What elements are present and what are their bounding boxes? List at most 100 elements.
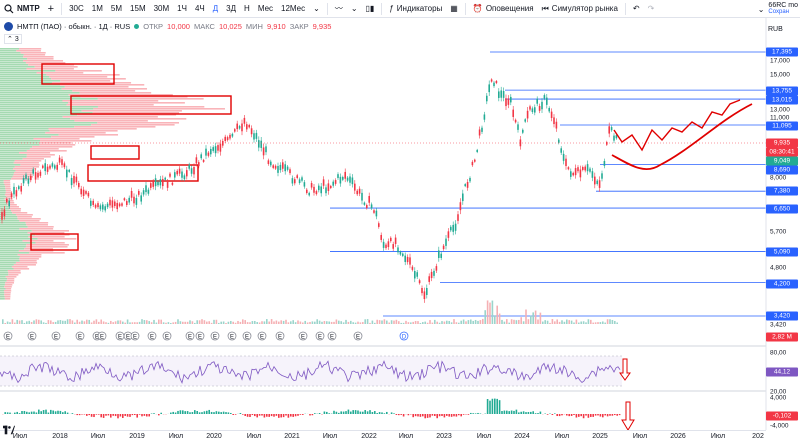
volume-bar [491,300,494,324]
candle-body [37,172,39,178]
time-axis[interactable] [0,430,766,444]
volume-profile-sell-bar [6,202,15,204]
interval-30m[interactable]: 30М [153,4,170,13]
macd-bar [297,414,299,416]
candle-body [450,226,452,231]
volume-profile-sell-bar [8,274,19,276]
candle-body [529,106,531,110]
volume-profile-sell-bar [15,214,33,216]
volume-profile-buy-bar [0,228,20,230]
currency-label[interactable]: RUB [768,26,783,33]
symbol-search-button[interactable]: NMTP [0,0,44,18]
volume-profile-buy-bar [0,274,9,276]
volume-bar [93,320,95,324]
layout-name-button[interactable]: 66RC mo Сохран [768,2,798,16]
volume-bar [160,319,162,324]
volume-profile-sell-bar [5,192,12,194]
earnings-marker-label: E [118,335,122,341]
volume-profile-buy-bar [0,170,16,172]
volume-bar [604,322,606,324]
candle-body [445,238,447,246]
replay-button[interactable]: ⏮ Симулятор рынка [538,0,622,18]
volume-profile-buy-bar [0,160,15,162]
alerts-button[interactable]: ⏰ Оповещения [469,0,538,18]
macd-bar [443,414,446,418]
volume-profile-sell-bar [23,56,54,58]
candle-body [188,164,190,169]
volume-profile-buy-bar [0,264,14,266]
volume-bar [424,321,426,324]
volume-profile-buy-bar [0,142,40,144]
macd-bar [287,414,290,418]
macd-bar [263,414,266,418]
macd-bar [184,411,186,414]
candle-body [162,179,164,187]
candle-body [236,123,238,130]
layout-dropdown-icon[interactable]: ⌄ [757,4,765,14]
volume-profile-buy-bar [0,66,35,68]
volume-profile-buy-bar [0,158,23,160]
interval-3d[interactable]: 3Д [226,4,237,13]
interval-15m[interactable]: 15М [130,4,146,13]
candles-chart-type-icon[interactable]: ▯▮ [365,4,375,13]
candle-body [229,134,231,139]
volume-bar [422,322,424,324]
interval-1mo[interactable]: Мес [257,4,274,13]
interval-1d[interactable]: Д [212,4,219,13]
interval-dropdown-icon[interactable]: ⌄ [313,4,320,13]
candle-body [358,188,361,194]
search-icon [4,3,14,13]
templates-grid-icon[interactable]: ▦ [450,4,458,13]
level-tag: 6,650 [766,204,798,214]
tradingview-logo-icon[interactable] [3,424,15,436]
interval-12mo[interactable]: 12Мес [281,4,306,13]
volume-bar [141,319,143,324]
volume-profile-buy-bar [0,122,98,124]
interval-5m[interactable]: 5М [110,4,123,13]
volume-profile-buy-bar [0,258,20,260]
volume-bar [69,319,71,324]
macd-bar [518,412,520,414]
candle-body [584,166,586,171]
macd-bar [232,414,234,415]
line-chart-type-icon[interactable]: 〰 [334,4,343,13]
volume-bar [546,320,549,324]
macd-bar [446,414,448,416]
volume-profile-sell-bar [26,150,67,152]
chart-type-dropdown-icon[interactable]: ⌄ [350,4,358,13]
interval-1m[interactable]: 1М [91,4,103,13]
volume-bar [278,321,280,324]
volume-bar [290,321,292,324]
macd-bar [302,414,304,415]
symbol-legend[interactable]: НМТП (ПАО) · обыкн. · 1Д · RUS ОТКР 10,00… [4,22,331,31]
volume-profile-sell-bar [17,218,41,220]
candle-body [322,179,325,186]
volume-bar [369,322,371,324]
candle-body [615,135,618,139]
macd-bar [230,412,232,414]
volume-bar [431,322,434,324]
volume-bar [155,322,158,324]
volume-profile-sell-bar [19,220,40,222]
volume-bar [470,319,472,324]
macd-bar [412,414,414,418]
interval-30s[interactable]: 30С [69,4,84,13]
macd-bar [107,414,110,416]
indicator-count-toggle[interactable]: ⌃ 3 [4,34,22,44]
low-value: 9,910 [266,22,286,31]
volume-profile-buy-bar [0,102,69,104]
candle-body [195,157,198,164]
compare-plus-icon[interactable]: + [47,2,55,15]
volume-bar [417,321,419,324]
redo-icon[interactable]: ↷ [647,4,655,13]
candle-body [145,185,147,193]
undo-icon[interactable]: ↶ [632,4,640,13]
interval-4h[interactable]: 4Ч [194,4,205,13]
macd-bar [23,411,26,414]
indicators-button[interactable]: ƒ Индикаторы [385,0,446,18]
macd-bar [148,414,150,417]
interval-1w[interactable]: Н [244,4,250,13]
interval-1h[interactable]: 1Ч [177,4,187,13]
candle-body [594,176,596,185]
